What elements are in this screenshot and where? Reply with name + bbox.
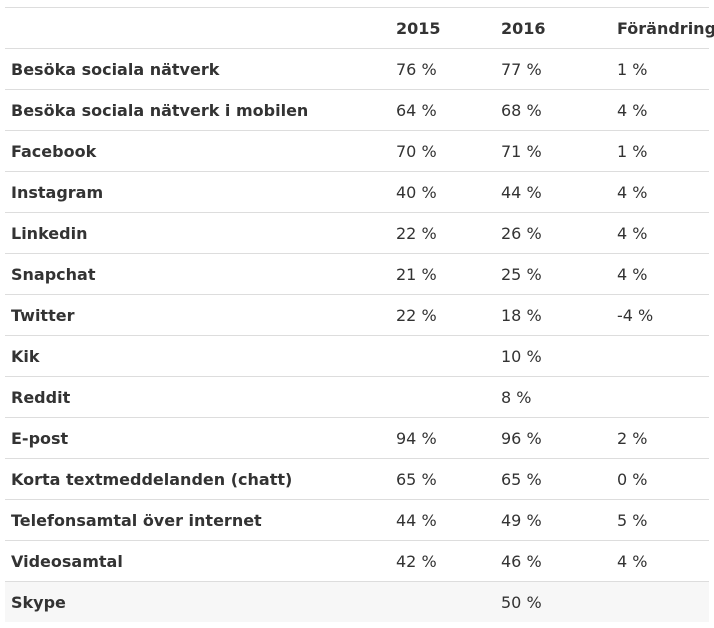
- row-label: Besöka sociala nätverk: [5, 48, 390, 90]
- row-label: Korta textmeddelanden (chatt): [5, 458, 390, 500]
- table-row: Korta textmeddelanden (chatt) 65 % 65 % …: [5, 458, 709, 500]
- header-change: Förändring: [611, 7, 714, 49]
- value-2016: 50 %: [495, 581, 611, 622]
- value-2016: 25 %: [495, 253, 611, 295]
- table-row: Linkedin 22 % 26 % 4 %: [5, 212, 709, 254]
- value-change: [611, 581, 709, 622]
- row-label: Reddit: [5, 376, 390, 418]
- value-2015: [390, 376, 495, 418]
- value-2015: 65 %: [390, 458, 495, 500]
- value-2015: 40 %: [390, 171, 495, 213]
- table-row: Twitter 22 % 18 % -4 %: [5, 294, 709, 336]
- value-2015: 21 %: [390, 253, 495, 295]
- row-label: Kik: [5, 335, 390, 377]
- value-2015: 22 %: [390, 212, 495, 254]
- table-row: Snapchat 21 % 25 % 4 %: [5, 253, 709, 295]
- value-change: 1 %: [611, 48, 709, 90]
- table-row: E-post 94 % 96 % 2 %: [5, 417, 709, 459]
- value-2016: 77 %: [495, 48, 611, 90]
- value-change: 1 %: [611, 130, 709, 172]
- table-row: Besöka sociala nätverk i mobilen 64 % 68…: [5, 89, 709, 131]
- value-2016: 49 %: [495, 499, 611, 541]
- value-change: -4 %: [611, 294, 709, 336]
- value-2016: 96 %: [495, 417, 611, 459]
- row-label: E-post: [5, 417, 390, 459]
- row-label: Snapchat: [5, 253, 390, 295]
- row-label: Besöka sociala nätverk i mobilen: [5, 89, 390, 131]
- table-row: Besöka sociala nätverk 76 % 77 % 1 %: [5, 48, 709, 90]
- row-label: Linkedin: [5, 212, 390, 254]
- value-change: 4 %: [611, 540, 709, 582]
- value-2016: 71 %: [495, 130, 611, 172]
- row-label: Telefonsamtal över internet: [5, 499, 390, 541]
- value-change: 5 %: [611, 499, 709, 541]
- header-row: 2015 2016 Förändring: [5, 7, 714, 49]
- row-label: Videosamtal: [5, 540, 390, 582]
- row-label: Facebook: [5, 130, 390, 172]
- value-change: [611, 376, 709, 418]
- header-2015: 2015: [390, 7, 495, 49]
- value-2015: 64 %: [390, 89, 495, 131]
- value-2015: 44 %: [390, 499, 495, 541]
- row-label: Twitter: [5, 294, 390, 336]
- value-2016: 18 %: [495, 294, 611, 336]
- value-change: 4 %: [611, 212, 709, 254]
- value-2016: 44 %: [495, 171, 611, 213]
- table-row: Reddit 8 %: [5, 376, 709, 418]
- row-label: Instagram: [5, 171, 390, 213]
- value-change: 2 %: [611, 417, 709, 459]
- value-2016: 46 %: [495, 540, 611, 582]
- value-change: 4 %: [611, 171, 709, 213]
- value-change: 4 %: [611, 253, 709, 295]
- value-2015: 22 %: [390, 294, 495, 336]
- value-2016: 68 %: [495, 89, 611, 131]
- row-label: Skype: [5, 581, 390, 622]
- value-2016: 8 %: [495, 376, 611, 418]
- header-2016: 2016: [495, 7, 611, 49]
- value-2016: 10 %: [495, 335, 611, 377]
- value-2016: 26 %: [495, 212, 611, 254]
- value-2015: 94 %: [390, 417, 495, 459]
- table-row: Telefonsamtal över internet 44 % 49 % 5 …: [5, 499, 709, 541]
- value-2016: 65 %: [495, 458, 611, 500]
- value-change: 4 %: [611, 89, 709, 131]
- table-row: Videosamtal 42 % 46 % 4 %: [5, 540, 709, 582]
- value-2015: 42 %: [390, 540, 495, 582]
- header-label: [5, 7, 390, 49]
- table-row: Facebook 70 % 71 % 1 %: [5, 130, 709, 172]
- value-2015: [390, 581, 495, 622]
- value-change: 0 %: [611, 458, 709, 500]
- data-table: 2015 2016 Förändring Besöka sociala nätv…: [5, 7, 714, 622]
- value-2015: 76 %: [390, 48, 495, 90]
- value-2015: 70 %: [390, 130, 495, 172]
- table-row: Kik 10 %: [5, 335, 709, 377]
- table-row: Skype 50 %: [5, 581, 709, 622]
- table-row: Instagram 40 % 44 % 4 %: [5, 171, 709, 213]
- value-change: [611, 335, 709, 377]
- value-2015: [390, 335, 495, 377]
